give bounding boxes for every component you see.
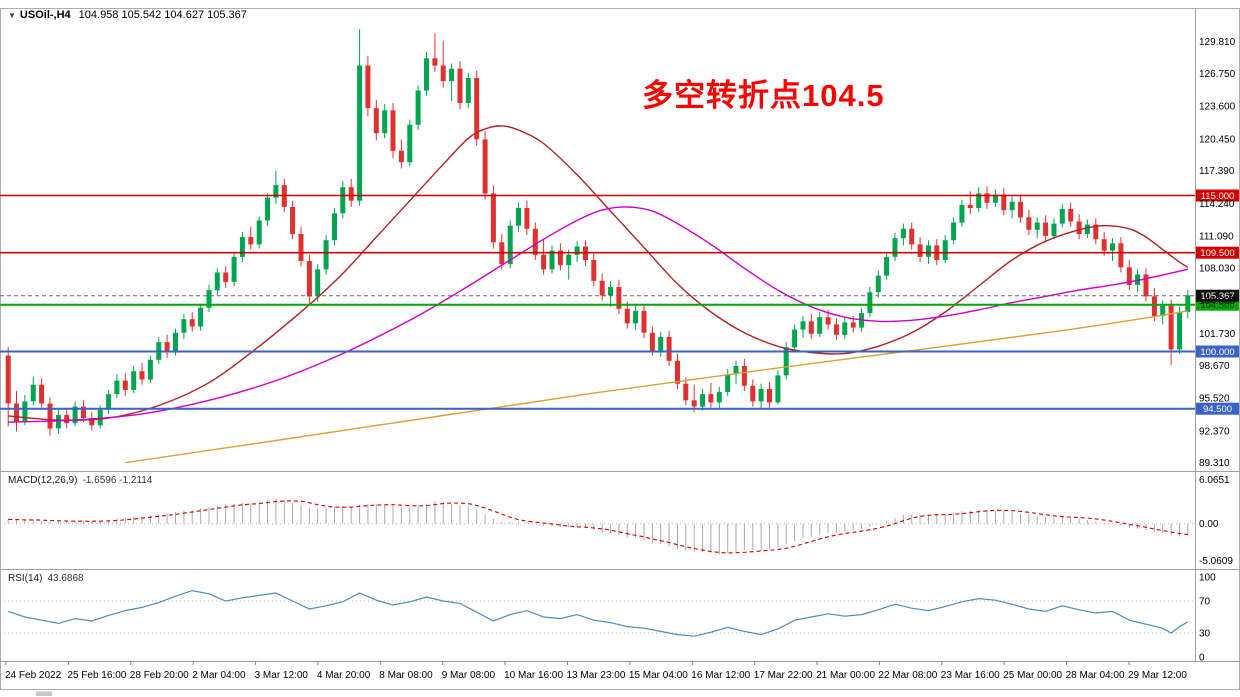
hline-100.000[interactable]: 100.000	[0, 345, 1239, 359]
h-scrollbar-thumb[interactable]	[36, 691, 52, 697]
svg-text:29 Mar 12:00: 29 Mar 12:00	[1128, 670, 1187, 681]
svg-text:104.500: 104.500	[1200, 300, 1234, 311]
annotation-text: 多空转折点104.5	[642, 78, 885, 113]
svg-text:16 Mar 12:00: 16 Mar 12:00	[691, 670, 750, 681]
svg-text:25 Mar 00:00: 25 Mar 00:00	[1003, 670, 1062, 681]
rsi-indicator-value: 43.6868	[47, 573, 84, 584]
svg-text:8 Mar 08:00: 8 Mar 08:00	[379, 670, 433, 681]
svg-text:9 Mar 08:00: 9 Mar 08:00	[442, 670, 496, 681]
svg-text:114.240: 114.240	[1199, 199, 1235, 210]
svg-text:111.090: 111.090	[1199, 232, 1234, 243]
rsi-indicator-name: RSI(14)	[8, 573, 43, 584]
svg-text:70: 70	[1199, 597, 1211, 608]
svg-text:23 Mar 16:00: 23 Mar 16:00	[941, 670, 1000, 681]
pane-frame	[0, 8, 1240, 690]
svg-text:10 Mar 16:00: 10 Mar 16:00	[504, 670, 563, 681]
svg-text:105.367: 105.367	[1200, 291, 1234, 302]
svg-text:24 Feb 2022: 24 Feb 2022	[5, 670, 62, 681]
hline-94.500[interactable]: 94.500	[0, 402, 1239, 416]
symbol-timeframe-label: USOil-,H4	[19, 9, 71, 21]
svg-text:89.310: 89.310	[1199, 458, 1230, 469]
svg-text:25 Feb 16:00: 25 Feb 16:00	[67, 670, 126, 681]
svg-text:22 Mar 08:00: 22 Mar 08:00	[878, 670, 937, 681]
moving-average-lines	[8, 125, 1189, 464]
hline-115.000[interactable]: 115.000	[0, 189, 1239, 203]
chart-header: ▼ USOil-,H4 104.958 105.542 104.627 105.36…	[8, 9, 247, 21]
current-price-line: 105.367	[0, 289, 1239, 302]
svg-text:104.880: 104.880	[1199, 296, 1236, 307]
hline-109.500[interactable]: 109.500	[0, 246, 1239, 260]
svg-text:109.500: 109.500	[1200, 248, 1234, 259]
horizontal-scrollbar[interactable]	[36, 691, 52, 697]
chart-menu-icon[interactable]: ▼	[8, 11, 16, 20]
time-axis[interactable]: 24 Feb 2022 25 Feb 16:00 28 Feb 20:00 2 Mar…	[5, 661, 1187, 681]
macd-label: MACD(12,26,9) -1.6596 -1.2114	[8, 475, 152, 486]
macd-indicator-values: -1.6596 -1.2114	[82, 475, 153, 486]
svg-text:98.670: 98.670	[1199, 361, 1230, 372]
svg-text:28 Mar 04:00: 28 Mar 04:00	[1066, 670, 1125, 681]
svg-text:94.500: 94.500	[1203, 404, 1232, 415]
svg-text:101.730: 101.730	[1199, 329, 1236, 340]
svg-text:6.0651: 6.0651	[1199, 475, 1230, 486]
svg-text:0.00: 0.00	[1199, 519, 1219, 530]
svg-text:0: 0	[1199, 653, 1205, 664]
current-price-tag	[1196, 289, 1239, 302]
ma-orange	[125, 310, 1188, 464]
price-axis[interactable]: 129.810 126.750 123.600 120.450 117.390 114.2…	[1199, 37, 1236, 469]
svg-text:13 Mar 23:00: 13 Mar 23:00	[567, 670, 626, 681]
ohlc-values: 104.958 105.542 104.627 105.367	[78, 9, 247, 21]
svg-text:3 Mar 12:00: 3 Mar 12:00	[255, 670, 309, 681]
svg-text:30: 30	[1199, 629, 1211, 640]
svg-text:117.390: 117.390	[1199, 166, 1235, 177]
svg-text:120.450: 120.450	[1199, 134, 1236, 145]
svg-text:4 Mar 20:00: 4 Mar 20:00	[317, 670, 371, 681]
svg-text:21 Mar 00:00: 21 Mar 00:00	[816, 670, 875, 681]
rsi-label: RSI(14) 43.6868	[8, 573, 84, 584]
svg-text:17 Mar 22:00: 17 Mar 22:00	[754, 670, 813, 681]
rsi-pane: 100 70 30 0	[0, 573, 1216, 664]
svg-text:95.520: 95.520	[1199, 394, 1230, 405]
svg-text:108.030: 108.030	[1199, 264, 1236, 275]
svg-text:-5.0609: -5.0609	[1199, 556, 1233, 567]
svg-text:115.000: 115.000	[1201, 191, 1235, 202]
candles-layer	[5, 29, 1191, 436]
ma-magenta	[8, 206, 1188, 423]
svg-text:123.600: 123.600	[1199, 102, 1236, 113]
svg-text:28 Feb 20:00: 28 Feb 20:00	[130, 670, 189, 681]
svg-text:126.750: 126.750	[1199, 69, 1236, 80]
svg-text:2 Mar 04:00: 2 Mar 04:00	[192, 670, 246, 681]
svg-text:129.810: 129.810	[1199, 37, 1236, 48]
ma-crimson	[8, 125, 1189, 421]
svg-text:100: 100	[1199, 573, 1216, 584]
svg-text:100.000: 100.000	[1200, 347, 1234, 358]
macd-pane: 6.0651 0.00 -5.0609	[0, 475, 1233, 567]
macd-indicator-name: MACD(12,26,9)	[8, 475, 78, 486]
svg-text:15 Mar 04:00: 15 Mar 04:00	[629, 670, 688, 681]
svg-text:92.370: 92.370	[1199, 426, 1230, 437]
